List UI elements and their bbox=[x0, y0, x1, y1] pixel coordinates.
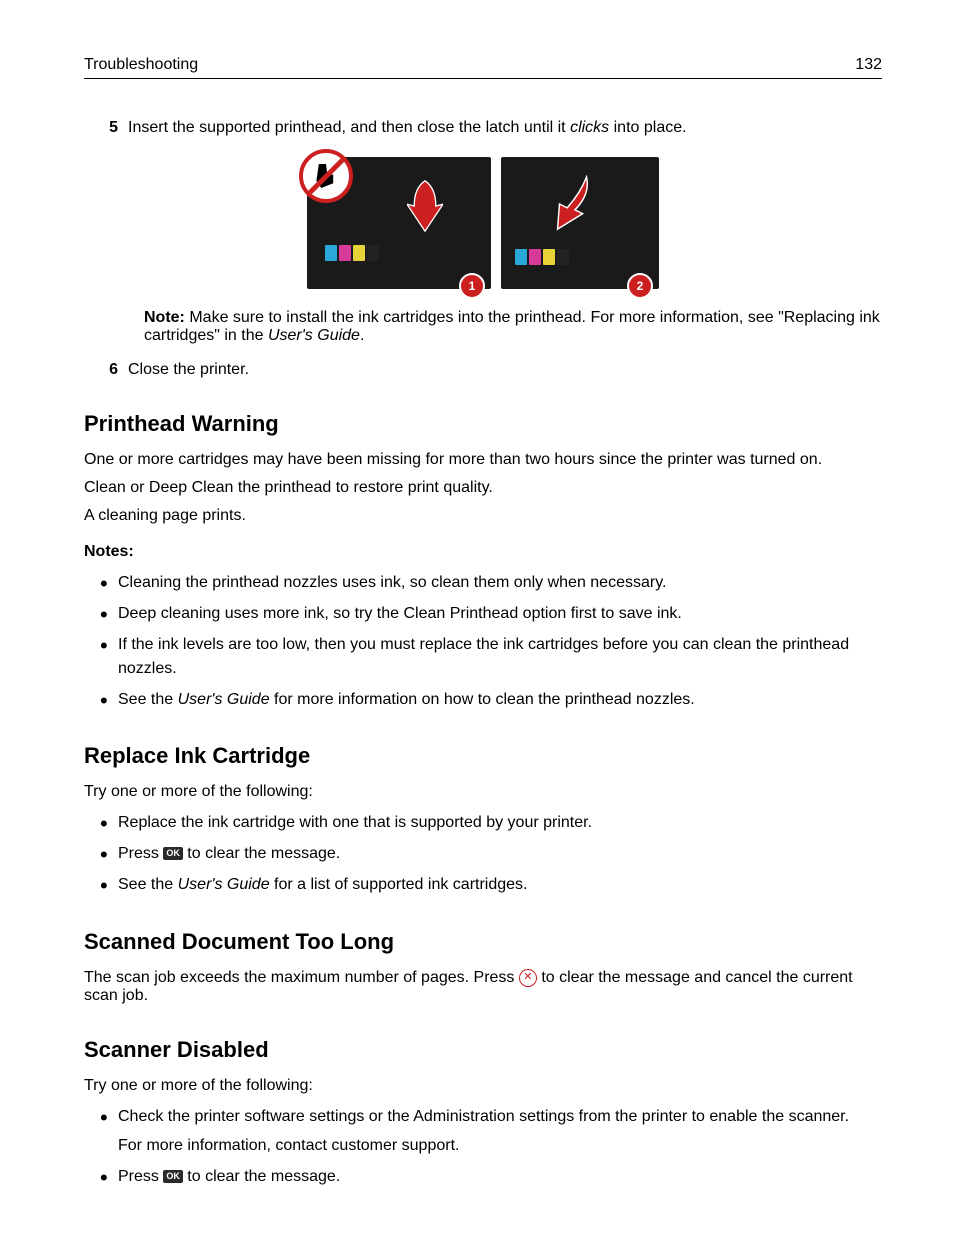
list-item: Replace the ink cartridge with one that … bbox=[118, 811, 882, 834]
list-item: Press OK to clear the message. bbox=[118, 1165, 882, 1188]
b4-after: for more information on how to clean the… bbox=[270, 691, 695, 708]
step5-text-before: Insert the supported printhead, and then… bbox=[128, 119, 570, 136]
sd-b2-after: to clear the message. bbox=[183, 1168, 340, 1185]
sd-b2-before: Press bbox=[118, 1168, 163, 1185]
step5-text-after: into place. bbox=[609, 119, 686, 136]
step-body: Close the printer. bbox=[128, 361, 882, 379]
list-item: See the User's Guide for more informatio… bbox=[118, 688, 882, 711]
heading-scanner-disabled: Scanner Disabled bbox=[84, 1037, 882, 1063]
list-item: If the ink levels are too low, then you … bbox=[118, 633, 882, 679]
pw-notes-label: Notes: bbox=[84, 543, 882, 561]
cartridge bbox=[543, 249, 555, 265]
heading-replace-ink: Replace Ink Cartridge bbox=[84, 743, 882, 769]
cartridge-row bbox=[515, 249, 569, 265]
ri-b3-before: See the bbox=[118, 876, 178, 893]
list-item: Deep cleaning uses more ink, so try the … bbox=[118, 602, 882, 625]
note-label: Note: bbox=[144, 309, 185, 326]
note-text-before: Make sure to install the ink cartridges … bbox=[144, 309, 880, 344]
figure-badge-1: 1 bbox=[459, 273, 485, 299]
b4-italic: User's Guide bbox=[178, 691, 270, 708]
step5-text-italic: clicks bbox=[570, 119, 609, 136]
step-6: 6 Close the printer. bbox=[84, 361, 882, 379]
cartridge bbox=[367, 245, 379, 261]
ri-intro: Try one or more of the following: bbox=[84, 783, 882, 801]
sd-b1: Check the printer software settings or t… bbox=[118, 1108, 849, 1125]
figure-panel-1: 1 bbox=[307, 157, 491, 289]
ri-b3-italic: User's Guide bbox=[178, 876, 270, 893]
printhead-figure: 1 2 bbox=[84, 157, 882, 289]
cartridge bbox=[515, 249, 527, 265]
figure-panel-2: 2 bbox=[501, 157, 659, 289]
cartridge bbox=[557, 249, 569, 265]
heading-printhead-warning: Printhead Warning bbox=[84, 411, 882, 437]
figure-badge-2: 2 bbox=[627, 273, 653, 299]
pw-p1: One or more cartridges may have been mis… bbox=[84, 451, 882, 469]
cartridge bbox=[353, 245, 365, 261]
pw-p2: Clean or Deep Clean the printhead to res… bbox=[84, 479, 882, 497]
note-text-italic: User's Guide bbox=[268, 327, 360, 344]
step5-note: Note: Make sure to install the ink cartr… bbox=[144, 309, 882, 345]
step-body: Insert the supported printhead, and then… bbox=[128, 119, 882, 137]
list-item: Press OK to clear the message. bbox=[118, 842, 882, 865]
ri-list: Replace the ink cartridge with one that … bbox=[84, 811, 882, 897]
header-page-number: 132 bbox=[855, 56, 882, 74]
page: Troubleshooting 132 5 Insert the support… bbox=[0, 0, 954, 1252]
sd-list: Check the printer software settings or t… bbox=[84, 1105, 882, 1189]
arrow-icon bbox=[407, 179, 443, 233]
ri-b2-before: Press bbox=[118, 845, 163, 862]
sl-before: The scan job exceeds the maximum number … bbox=[84, 969, 519, 986]
ri-b2-after: to clear the message. bbox=[183, 845, 340, 862]
cartridge bbox=[339, 245, 351, 261]
cartridge-row bbox=[325, 245, 379, 261]
list-item: See the User's Guide for a list of suppo… bbox=[118, 873, 882, 896]
ok-icon: OK bbox=[163, 847, 183, 860]
page-header: Troubleshooting 132 bbox=[84, 56, 882, 79]
ok-icon: OK bbox=[163, 1170, 183, 1183]
cartridge bbox=[529, 249, 541, 265]
hand-icon bbox=[314, 164, 338, 188]
header-section: Troubleshooting bbox=[84, 56, 198, 74]
list-item: Cleaning the printhead nozzles uses ink,… bbox=[118, 571, 882, 594]
note-text-after: . bbox=[360, 327, 364, 344]
b4-before: See the bbox=[118, 691, 178, 708]
heading-scanned-long: Scanned Document Too Long bbox=[84, 929, 882, 955]
sd-b1-sub: For more information, contact customer s… bbox=[118, 1134, 882, 1157]
pw-notes-list: Cleaning the printhead nozzles uses ink,… bbox=[84, 571, 882, 711]
sl-p: The scan job exceeds the maximum number … bbox=[84, 969, 882, 1005]
no-touch-icon bbox=[299, 149, 353, 203]
step-number: 6 bbox=[84, 361, 128, 379]
sd-intro: Try one or more of the following: bbox=[84, 1077, 882, 1095]
step-number: 5 bbox=[84, 119, 128, 137]
cartridge bbox=[325, 245, 337, 261]
arrow-icon bbox=[551, 175, 595, 233]
ri-b3-after: for a list of supported ink cartridges. bbox=[270, 876, 528, 893]
step-5: 5 Insert the supported printhead, and th… bbox=[84, 119, 882, 137]
list-item: Check the printer software settings or t… bbox=[118, 1105, 882, 1157]
pw-p3: A cleaning page prints. bbox=[84, 507, 882, 525]
cancel-icon: ✕ bbox=[519, 969, 537, 987]
